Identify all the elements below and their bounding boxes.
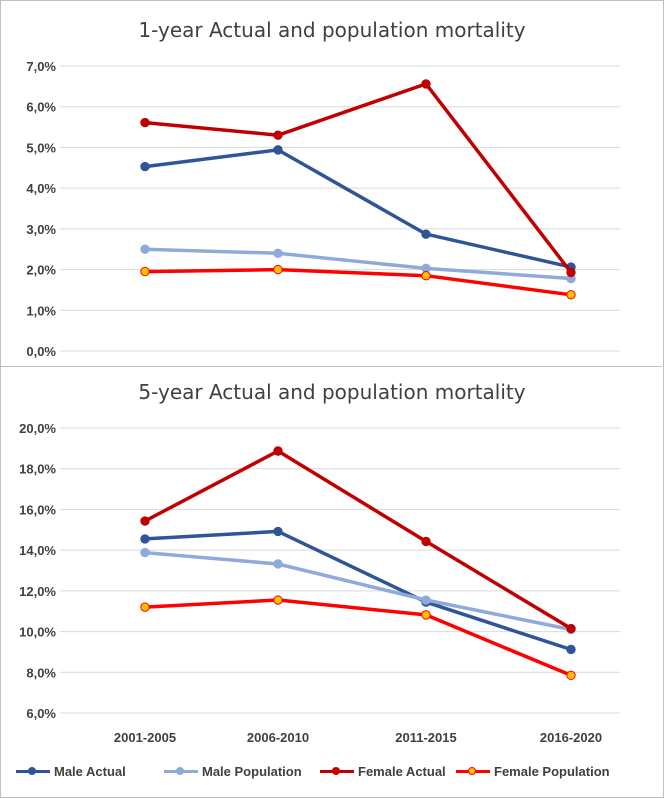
y-tick-label-1yr-1: 1,0%: [26, 303, 56, 318]
y-tick-label-1yr-3: 3,0%: [26, 222, 56, 237]
point-5yr-female-population-3: [566, 670, 576, 681]
y-tick-label-5yr-7: 20,0%: [19, 421, 56, 436]
y-tick-label-1yr-2: 2,0%: [26, 263, 56, 278]
series-line-5yr-female-actual: [143, 449, 573, 631]
legend-label-female-actual: Female Actual: [358, 763, 446, 779]
y-tick-label-5yr-5: 16,0%: [19, 502, 56, 517]
y-tick-label-5yr-0: 6,0%: [26, 706, 56, 721]
point-5yr-male-population-1: [273, 559, 283, 569]
series-line-5yr-male-actual: [143, 529, 573, 652]
x-tick-label-5yr-1: 2006-2010: [247, 730, 309, 745]
y-tick-label-5yr-1: 8,0%: [26, 665, 56, 680]
point-1yr-male-actual-1: [273, 145, 283, 155]
point-1yr-male-population-0: [140, 244, 150, 254]
point-1yr-female-population-2: [421, 270, 431, 281]
y-tick-label-1yr-5: 5,0%: [26, 140, 56, 155]
series-line-1yr-female-population: [143, 267, 573, 297]
point-5yr-male-actual-3: [566, 644, 576, 655]
legend-swatch-female-actual: [320, 766, 354, 775]
legend-swatch-female-population: [456, 766, 490, 775]
y-tick-label-1yr-7: 7,0%: [26, 59, 56, 74]
y-tick-label-1yr-0: 0,0%: [26, 344, 56, 359]
legend-label-female-population: Female Population: [494, 763, 610, 779]
x-tick-label-5yr-0: 2001-2005: [114, 730, 176, 745]
series-line-5yr-female-population: [143, 598, 573, 678]
y-tick-label-5yr-3: 12,0%: [19, 584, 56, 599]
series-line-1yr-male-population: [143, 247, 573, 281]
legend: Male Actual Male Population Female Actua…: [0, 760, 664, 782]
legend-label-male-actual: Male Actual: [54, 763, 126, 779]
point-5yr-male-population-0: [140, 547, 150, 558]
point-1yr-female-actual-3: [566, 267, 576, 278]
series-line-1yr-male-actual: [143, 148, 573, 269]
point-1yr-female-population-1: [273, 264, 283, 275]
legend-item-male-population: Male Population: [164, 760, 302, 782]
series-line-5yr-male-population: [143, 550, 573, 632]
y-tick-label-5yr-6: 18,0%: [19, 462, 56, 477]
point-5yr-male-actual-0: [140, 534, 150, 544]
legend-item-female-actual: Female Actual: [320, 760, 446, 782]
point-5yr-female-actual-0: [140, 516, 150, 526]
y-tick-label-1yr-6: 6,0%: [26, 100, 56, 115]
point-5yr-female-population-0: [140, 602, 150, 612]
series-line-1yr-female-actual: [143, 82, 573, 275]
x-tick-label-5yr-3: 2016-2020: [540, 730, 602, 745]
y-tick-label-1yr-4: 4,0%: [26, 181, 56, 196]
point-5yr-female-actual-2: [421, 536, 431, 547]
point-5yr-male-population-2: [421, 595, 431, 605]
point-1yr-female-actual-2: [421, 79, 431, 89]
chart-divider: [0, 366, 662, 367]
y-tick-label-5yr-4: 14,0%: [19, 543, 56, 558]
x-tick-label-5yr-2: 2011-2015: [395, 730, 456, 745]
point-5yr-female-population-2: [421, 610, 431, 620]
point-5yr-female-population-1: [273, 595, 283, 605]
legend-label-male-population: Male Population: [202, 763, 302, 779]
point-5yr-female-actual-1: [273, 446, 283, 456]
legend-item-female-population: Female Population: [456, 760, 610, 782]
legend-swatch-male-population: [164, 766, 198, 775]
chart-title-5yr: 5-year Actual and population mortality: [138, 380, 526, 404]
y-tick-label-5yr-2: 10,0%: [19, 625, 56, 640]
point-1yr-female-actual-0: [140, 117, 150, 128]
point-1yr-male-actual-2: [421, 229, 431, 239]
legend-swatch-male-actual: [16, 766, 50, 775]
point-1yr-female-population-0: [140, 266, 150, 277]
legend-item-male-actual: Male Actual: [16, 760, 126, 782]
point-1yr-female-population-3: [566, 290, 576, 300]
point-5yr-male-actual-1: [273, 526, 283, 537]
point-1yr-male-actual-0: [140, 161, 150, 172]
chart-title-1yr: 1-year Actual and population mortality: [138, 18, 526, 42]
point-1yr-male-population-1: [273, 248, 283, 258]
point-1yr-female-actual-1: [273, 130, 283, 140]
point-5yr-female-actual-3: [566, 623, 576, 634]
